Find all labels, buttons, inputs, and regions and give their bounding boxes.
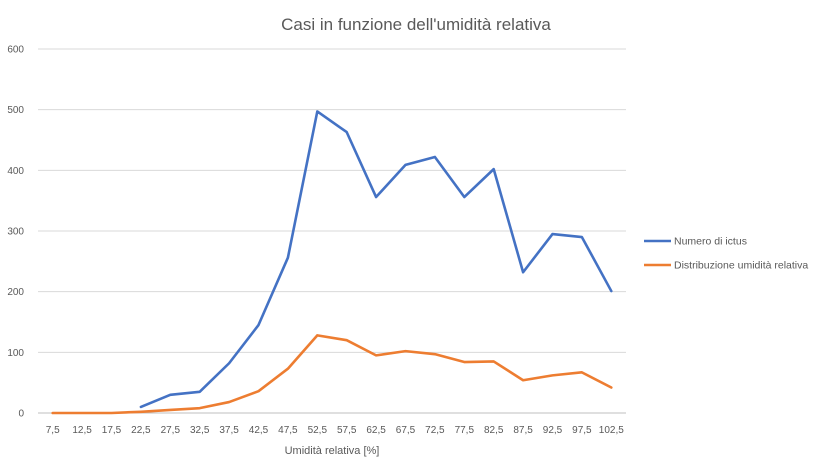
series-line-0 — [139, 110, 613, 409]
x-tick-label: 87,5 — [513, 425, 533, 436]
x-tick-label: 47,5 — [278, 425, 298, 436]
legend-label-0: Numero di ictus — [674, 236, 747, 248]
y-axis-ticks: 0 100 200 300 400 500 600 — [7, 45, 24, 420]
legend-label-1: Distribuzione umidità relativa — [674, 260, 808, 272]
x-tick-label: 72,5 — [425, 425, 445, 436]
x-tick-label: 17,5 — [102, 425, 122, 436]
x-tick-label: 27,5 — [161, 425, 181, 436]
x-axis-ticks: 7,5 12,5 17,5 22,5 27,5 32,5 37,5 42,5 47,5 52,5 5… — [46, 425, 625, 436]
y-tick-label: 200 — [7, 287, 24, 298]
x-tick-label: 42,5 — [249, 425, 269, 436]
x-tick-label: 62,5 — [366, 425, 386, 436]
x-tick-label: 92,5 — [543, 425, 563, 436]
gridlines — [38, 48, 626, 414]
y-tick-label: 100 — [7, 348, 24, 359]
x-tick-label: 37,5 — [219, 425, 239, 436]
x-tick-label: 52,5 — [308, 425, 328, 436]
x-tick-label: 102,5 — [599, 425, 624, 436]
x-tick-label: 7,5 — [46, 425, 60, 436]
series-lines — [51, 110, 613, 415]
x-tick-label: 97,5 — [572, 425, 592, 436]
legend: Numero di ictus Distribuzione umidità rel… — [644, 236, 808, 272]
x-tick-label: 77,5 — [455, 425, 475, 436]
y-tick-label: 0 — [18, 409, 24, 420]
x-tick-label: 12,5 — [72, 425, 92, 436]
y-tick-label: 500 — [7, 105, 24, 116]
x-axis-label: Umidità relativa [%] — [285, 445, 380, 457]
series-line-1 — [51, 334, 613, 415]
x-tick-label: 82,5 — [484, 425, 504, 436]
x-tick-label: 32,5 — [190, 425, 210, 436]
x-tick-label: 22,5 — [131, 425, 151, 436]
y-tick-label: 400 — [7, 166, 24, 177]
x-tick-label: 57,5 — [337, 425, 357, 436]
x-tick-label: 67,5 — [396, 425, 416, 436]
y-tick-label: 600 — [7, 45, 24, 56]
y-tick-label: 300 — [7, 227, 24, 238]
chart-title: Casi in funzione dell'umidità relativa — [281, 15, 551, 34]
